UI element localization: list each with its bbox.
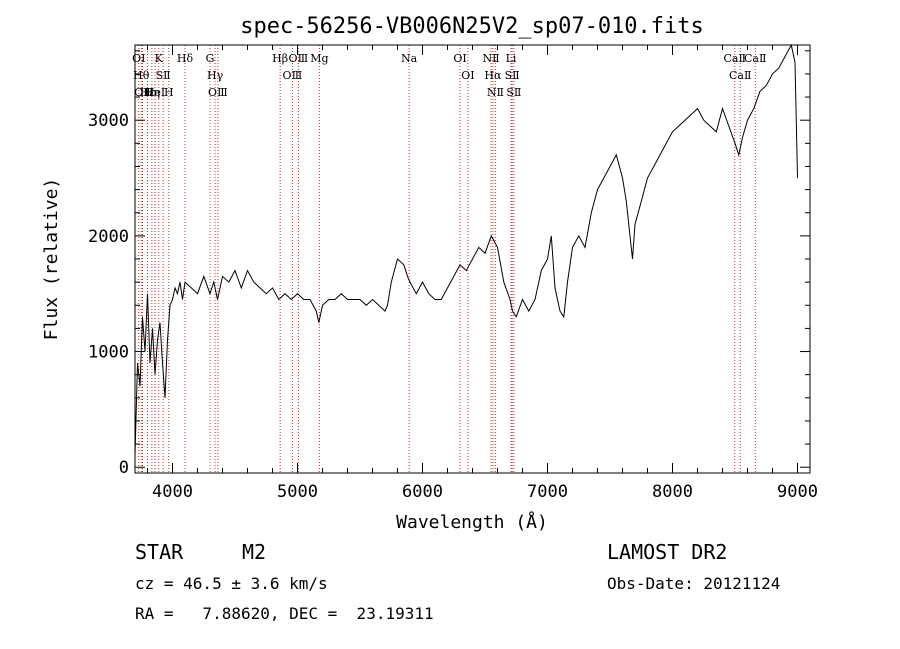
object-class: STAR <box>135 540 184 564</box>
spectral-line-label-8: H <box>164 86 174 99</box>
spectral-line-label-14: OⅢ <box>283 69 303 82</box>
spectrum-series <box>134 43 798 456</box>
spectral-line-label-16: Mg <box>310 52 328 65</box>
spectral-line-label-7: SⅡ <box>156 69 171 82</box>
redshift-text: cz = 46.5 ± 3.6 km/s <box>135 574 328 593</box>
y-tick-label: 1000 <box>88 343 129 363</box>
spectral-line-label-9: Hδ <box>177 52 194 65</box>
spectral-line-label-23: Li <box>506 52 517 65</box>
spectral-line-label-27: CaⅡ <box>729 69 751 82</box>
spectral-line-label-24: SⅡ <box>505 69 520 82</box>
obs-date: Obs-Date: 20121124 <box>607 574 781 593</box>
spectral-line-label-5: HeⅠ <box>145 86 165 99</box>
x-tick-label: 9000 <box>777 482 818 502</box>
spectral-line-label-20: NⅡ <box>482 52 499 65</box>
spectral-line-label-6: K <box>155 52 164 65</box>
spectral-line-label-22: NⅡ <box>487 86 504 99</box>
y-tick-label: 0 <box>119 458 129 478</box>
spectral-line-label-19: OⅠ <box>461 69 474 82</box>
chart-title: spec-56256-VB006N25V2_sp07-010.fits <box>240 14 704 39</box>
spectral-line-label-25: SⅡ <box>506 86 521 99</box>
x-tick-label: 8000 <box>652 482 693 502</box>
spectral-line-label-21: Hα <box>484 69 502 82</box>
y-axis-label: Flux (relative) <box>41 178 62 341</box>
spectral-line-label-26: CaⅡ <box>724 52 746 65</box>
spectral-line-label-2: OⅡ <box>134 86 151 99</box>
y-tick-label: 3000 <box>88 111 129 131</box>
spectral-line-label-3: Hε <box>140 86 156 99</box>
spectral-line-label-0: OⅠ <box>132 52 145 65</box>
spectral-line-label-10: G <box>206 52 215 65</box>
x-axis-label: Wavelength (Å) <box>396 511 548 533</box>
spectral-line-label-17: Na <box>401 52 418 65</box>
spectral-line-label-11: Hγ <box>207 69 224 82</box>
spectral-line-label-28: CaⅡ <box>744 52 766 65</box>
x-tick-label: 7000 <box>527 482 568 502</box>
x-tick-label: 4000 <box>152 482 193 502</box>
survey-name: LAMOST DR2 <box>607 540 728 564</box>
spectral-line-label-15: OⅢ <box>289 52 309 65</box>
x-tick-label: 6000 <box>402 482 443 502</box>
axis-ticks: 4000 5000 6000 7000 8000 9000 0 1000 2000 3000 <box>88 45 818 502</box>
spectral-line-label-18: OⅠ <box>453 52 466 65</box>
spectral-line-label-13: Hβ <box>272 52 288 65</box>
spectral-line-label-12: OⅢ <box>208 86 228 99</box>
y-tick-label: 2000 <box>88 227 129 247</box>
spectral-line-label-4: Hη <box>144 86 160 99</box>
object-subclass: M2 <box>242 540 267 564</box>
coordinates-text: RA = 7.88620, DEC = 23.19311 <box>135 604 434 623</box>
x-tick-label: 5000 <box>277 482 318 502</box>
spectral-line-markers <box>138 45 756 473</box>
spectral-line-label-1: Hθ <box>133 69 150 82</box>
